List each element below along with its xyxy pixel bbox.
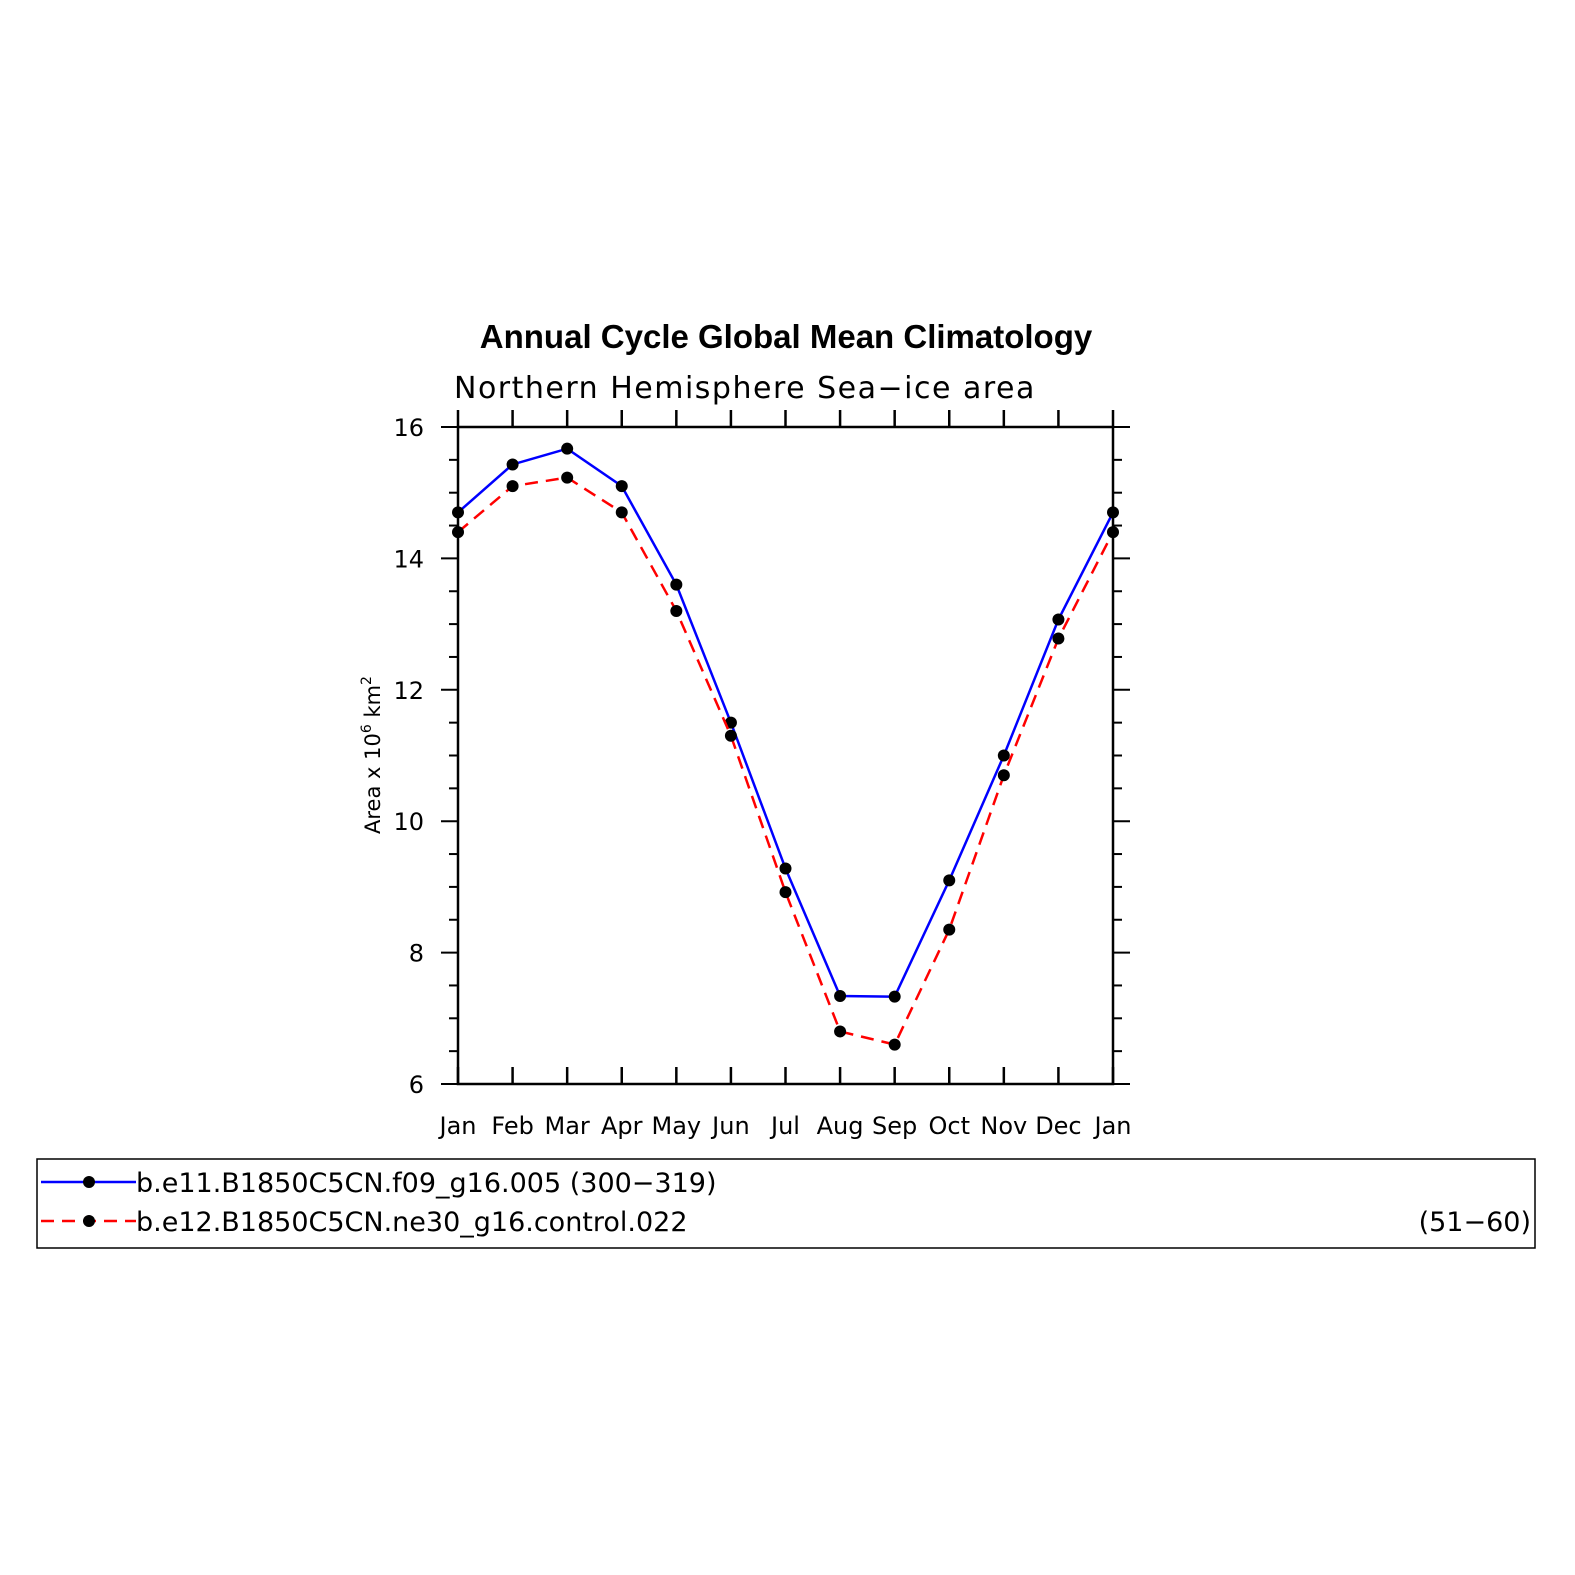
data-point-series-1 <box>997 749 1010 762</box>
data-point-series-1 <box>1052 613 1065 626</box>
data-point-series-2 <box>615 506 628 519</box>
data-point-series-1 <box>561 442 574 455</box>
x-tick-label: Nov <box>980 1112 1027 1140</box>
data-point-series-2 <box>943 923 956 936</box>
series-line-2 <box>457 476 1115 1047</box>
legend-years-2: (51−60) <box>1419 1207 1531 1238</box>
data-point-series-2 <box>452 526 464 539</box>
axis-ticks: Jan Feb Mar Apr May Jun Jul Aug Sep Oct Nov Dec Jan 6… <box>393 410 1132 1140</box>
data-point-series-1 <box>888 990 901 1003</box>
data-point-series-2 <box>506 480 519 493</box>
data-point-series-1 <box>834 989 847 1002</box>
data-point-series-1 <box>779 862 792 875</box>
y-tick-label: 6 <box>409 1071 424 1099</box>
x-tick-label: May <box>652 1112 702 1140</box>
data-point-series-2 <box>670 604 683 617</box>
y-axis-label-unit: km <box>361 685 385 724</box>
data-point-series-2 <box>1107 526 1119 539</box>
data-point-series-1 <box>724 716 737 729</box>
data-point-series-2 <box>834 1025 847 1038</box>
x-tick-label: Aug <box>817 1112 864 1140</box>
y-tick-label: 12 <box>393 677 424 705</box>
data-point-series-1 <box>452 506 464 519</box>
x-tick-label: Feb <box>491 1112 534 1140</box>
plot-frame <box>456 425 1115 1086</box>
y-axis-label-exp1: 6 <box>359 724 375 733</box>
data-point-series-1 <box>615 480 628 493</box>
chart-title: Annual Cycle Global Mean Climatology <box>480 318 1093 355</box>
y-tick-label: 16 <box>393 414 424 442</box>
x-tick-label: Dec <box>1035 1112 1081 1140</box>
data-point-series-1 <box>943 874 956 887</box>
series-line-1 <box>457 447 1115 998</box>
data-point-series-2 <box>724 729 737 742</box>
legend-marker-1 <box>83 1176 95 1188</box>
x-tick-label: Jul <box>769 1112 800 1140</box>
x-tick-label: Apr <box>601 1112 643 1140</box>
chart-subtitle: Northern Hemisphere Sea−ice area <box>454 371 1036 406</box>
x-tick-label: Jan <box>1093 1112 1132 1140</box>
y-tick-label: 10 <box>393 808 424 836</box>
data-point-series-1 <box>506 458 519 471</box>
legend-label-1: b.e11.B1850C5CN.f09_g16.005 (300−319) <box>136 1168 717 1199</box>
y-axis-label-base: Area x 10 <box>361 733 385 834</box>
x-tick-label: Sep <box>872 1112 917 1140</box>
legend: b.e11.B1850C5CN.f09_g16.005 (300−319) b.e… <box>41 1168 1531 1238</box>
x-tick-label: Mar <box>545 1112 590 1140</box>
data-point-series-2 <box>779 886 792 899</box>
data-point-series-2 <box>561 471 574 484</box>
x-tick-label: Jun <box>710 1112 750 1140</box>
y-tick-label: 8 <box>409 940 424 968</box>
data-point-series-2 <box>997 769 1010 782</box>
y-axis-label: Area x 106 km2 <box>359 676 385 834</box>
y-axis-label-exp2: 2 <box>359 676 375 685</box>
legend-label-2: b.e12.B1850C5CN.ne30_g16.control.022 <box>136 1207 688 1238</box>
svg-text:Area x 106 km2: Area x 106 km2 <box>359 676 385 834</box>
data-point-series-2 <box>888 1038 901 1051</box>
series-layer <box>452 442 1119 1051</box>
x-tick-label: Jan <box>438 1112 477 1140</box>
legend-box <box>36 1158 1536 1249</box>
data-point-series-1 <box>1107 506 1119 519</box>
y-tick-label: 14 <box>393 545 424 573</box>
legend-marker-2 <box>83 1215 95 1227</box>
data-point-series-1 <box>670 578 683 591</box>
data-point-series-2 <box>1052 632 1065 645</box>
x-tick-label: Oct <box>929 1112 971 1140</box>
